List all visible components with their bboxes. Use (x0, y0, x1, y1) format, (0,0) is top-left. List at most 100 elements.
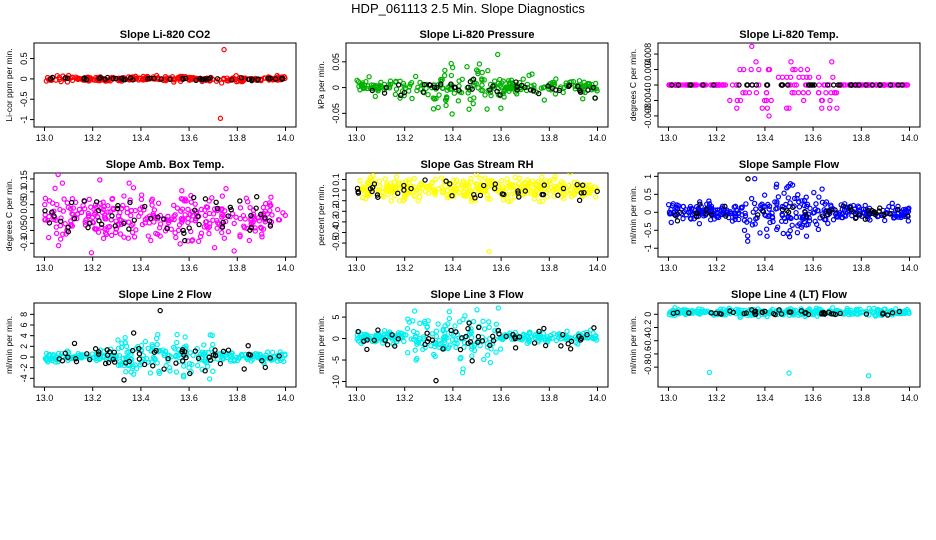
point (55, 242, 62, 249)
point (385, 191, 391, 198)
point (175, 227, 182, 234)
point (386, 332, 392, 338)
point-black (447, 181, 453, 187)
point (129, 229, 136, 236)
point (93, 226, 100, 232)
point-black (395, 336, 401, 342)
point-black (92, 346, 99, 352)
point (503, 84, 509, 90)
point (238, 77, 245, 84)
point (107, 346, 114, 352)
point (840, 311, 846, 317)
point (53, 224, 60, 230)
y-axis-label: ml/min per min. (4, 316, 14, 374)
point (493, 349, 499, 355)
point-black (42, 208, 48, 214)
point (201, 342, 207, 348)
x-tick-label: 13.0 (348, 133, 366, 143)
point (436, 92, 442, 98)
point (456, 190, 462, 196)
point (507, 80, 514, 87)
point (54, 72, 60, 79)
point (45, 234, 52, 241)
point-black (865, 207, 872, 214)
point (552, 186, 558, 193)
point (442, 183, 448, 189)
point (142, 220, 148, 226)
point (392, 91, 399, 98)
point (793, 82, 800, 88)
x-tick-label: 14.0 (277, 133, 295, 143)
panel-title: Slope Line 3 Flow (431, 289, 524, 301)
point (376, 178, 383, 185)
point (830, 74, 836, 80)
point-black (62, 350, 69, 356)
point (359, 331, 365, 338)
point-black (495, 327, 502, 334)
point-black (669, 82, 675, 88)
point (188, 199, 195, 205)
point (732, 216, 738, 223)
point (691, 210, 697, 216)
point (179, 217, 185, 223)
point (786, 105, 792, 111)
point (764, 105, 771, 111)
point (42, 216, 49, 222)
point-black (258, 211, 264, 218)
point (192, 201, 198, 207)
point (508, 198, 514, 204)
point (183, 343, 189, 349)
point-black (150, 363, 156, 369)
point-black (431, 84, 438, 91)
point (404, 349, 411, 356)
point (413, 187, 419, 193)
point (171, 202, 177, 209)
point (103, 216, 109, 222)
point-black (389, 332, 395, 338)
point (201, 224, 207, 230)
point (774, 199, 780, 205)
point (759, 105, 765, 111)
point-black (102, 76, 108, 82)
x-tick-label: 13.2 (708, 133, 726, 143)
point (237, 205, 244, 211)
point (501, 94, 507, 100)
point (223, 218, 229, 225)
point (580, 96, 586, 102)
point-black (142, 203, 148, 210)
point (477, 175, 483, 181)
point-black (375, 194, 381, 200)
x-tick-label: 13.8 (853, 133, 871, 143)
point (180, 374, 187, 380)
point-black (58, 218, 64, 224)
point-black (516, 334, 523, 340)
point-black (555, 192, 561, 198)
point-black (452, 84, 458, 91)
x-tick-label: 13.4 (756, 133, 774, 143)
point (829, 305, 836, 311)
point (800, 97, 807, 104)
point (505, 198, 512, 205)
point (562, 333, 569, 339)
point (210, 368, 216, 374)
point-black (905, 213, 911, 220)
point-black (265, 75, 272, 82)
y-tick-label: -1 (19, 116, 29, 124)
point-black (182, 75, 189, 82)
x-tick-label: 13.2 (708, 263, 726, 273)
data-points (666, 43, 911, 119)
point (470, 318, 477, 325)
point (364, 333, 370, 340)
point (203, 359, 210, 366)
point (145, 233, 151, 239)
point (544, 194, 550, 200)
point (744, 233, 751, 239)
point (748, 195, 755, 202)
point-black (809, 82, 816, 88)
point (354, 77, 360, 83)
point (594, 88, 600, 94)
point (57, 236, 64, 242)
point-black (190, 194, 197, 201)
point (807, 205, 813, 212)
y-tick-label: -0.004 (643, 88, 653, 114)
